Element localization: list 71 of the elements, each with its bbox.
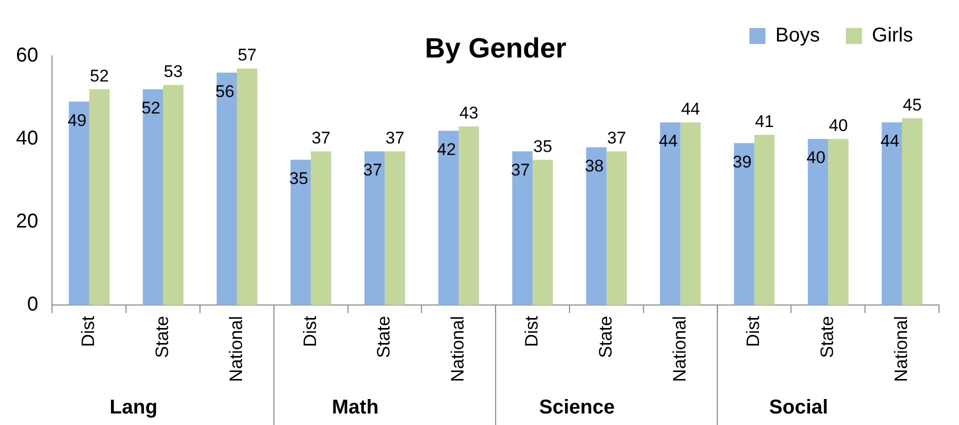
- x-tick-label: Dist: [522, 316, 542, 347]
- data-label: 43: [459, 104, 478, 123]
- bar: [734, 143, 754, 305]
- data-label: 53: [164, 62, 183, 82]
- data-label: 37: [363, 160, 382, 180]
- bar: [660, 122, 680, 305]
- data-label: 38: [584, 156, 604, 176]
- data-label: 57: [238, 46, 257, 65]
- data-label: 45: [902, 95, 922, 114]
- data-label: 37: [607, 128, 626, 148]
- x-tick-label: Dist: [743, 316, 764, 347]
- y-tick-label: 60: [16, 44, 38, 67]
- data-label: 52: [90, 66, 109, 86]
- bar: [236, 68, 258, 305]
- bar: [902, 118, 922, 305]
- x-tick-label: State: [374, 316, 394, 358]
- data-label: 37: [510, 160, 530, 180]
- data-label: 49: [68, 110, 86, 130]
- x-tick-label: Dist: [78, 316, 98, 347]
- data-label: 44: [658, 132, 678, 151]
- bar: [310, 151, 332, 305]
- bar: [384, 151, 406, 305]
- bar: [586, 147, 606, 305]
- bar: [438, 130, 459, 305]
- bar: [290, 160, 311, 305]
- bar: [532, 160, 553, 305]
- x-tick-label: State: [152, 316, 172, 358]
- bar: [458, 126, 479, 305]
- bar: [882, 122, 902, 305]
- x-tick-label: National: [448, 316, 468, 382]
- data-label: 44: [681, 100, 700, 119]
- bar: [142, 89, 164, 305]
- data-label: 37: [312, 128, 331, 148]
- data-label: 41: [754, 112, 774, 132]
- legend-label: Boys: [775, 24, 820, 47]
- data-label: 40: [828, 116, 848, 136]
- bar: [512, 151, 533, 305]
- data-label: 40: [806, 148, 826, 168]
- bar: [680, 122, 701, 305]
- bar: [163, 85, 184, 305]
- text: Lang: [110, 396, 158, 419]
- text: Math: [332, 396, 379, 419]
- data-label: 56: [215, 82, 234, 101]
- x-tick-label: State: [595, 316, 616, 358]
- data-label: 42: [437, 140, 456, 159]
- y-tick-label: 0: [27, 293, 38, 316]
- bar: [68, 102, 90, 305]
- text: Science: [539, 396, 615, 419]
- x-tick-label: National: [226, 316, 246, 382]
- data-label: 39: [732, 152, 752, 172]
- bar: [808, 138, 828, 305]
- y-tick-label: 40: [16, 128, 38, 150]
- data-label: 35: [289, 168, 308, 188]
- bar: [364, 151, 385, 305]
- data-label: 52: [141, 98, 160, 118]
- x-tick-label: State: [817, 316, 838, 358]
- chart-title: By Gender: [424, 32, 567, 64]
- x-tick-label: Dist: [300, 316, 320, 347]
- bar: [216, 72, 237, 305]
- data-label: 44: [880, 132, 900, 151]
- x-tick-label: National: [891, 316, 912, 382]
- data-label: 37: [385, 128, 404, 148]
- text: Social: [769, 396, 828, 419]
- y-tick-label: 20: [16, 210, 38, 232]
- bar: [754, 134, 775, 305]
- legend-label: Girls: [872, 24, 914, 47]
- bar: [606, 151, 627, 305]
- bar: [828, 138, 848, 305]
- x-tick-label: National: [669, 316, 690, 382]
- data-label: 35: [533, 136, 552, 156]
- bar: [89, 89, 110, 305]
